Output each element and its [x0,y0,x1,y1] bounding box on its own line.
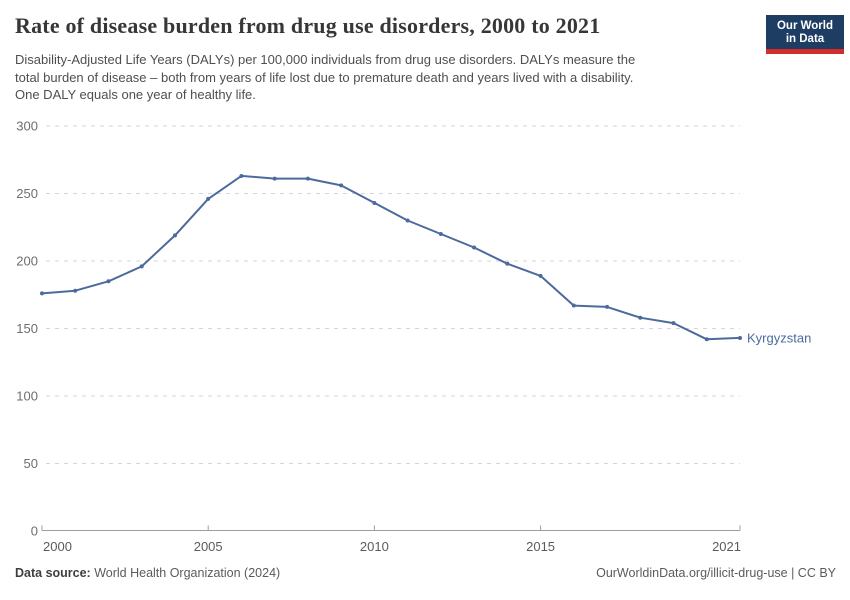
data-point [172,233,177,238]
y-tick-label: 300 [16,119,38,134]
data-point [605,304,610,309]
license-link[interactable]: OurWorldinData.org/illicit-drug-use | CC… [596,566,836,580]
data-point [73,288,78,293]
data-point [339,183,344,188]
subtitle-line: One DALY equals one year of healthy life… [15,87,256,102]
data-point [638,315,643,320]
data-source-label: Data source: [15,566,91,580]
series-line-kyrgyzstan [41,174,741,341]
x-tick-label: 2005 [194,539,223,554]
x-tick-label: 2010 [360,539,389,554]
x-tick-label: 2000 [43,539,72,554]
data-point [538,273,543,278]
y-tick-label: 150 [16,321,38,336]
data-point [505,261,510,266]
subtitle-line: Disability-Adjusted Life Years (DALYs) p… [15,52,636,67]
data-point [372,200,377,205]
data-source-value: World Health Organization (2024) [90,566,281,580]
data-point [472,245,477,250]
data-point [704,337,709,342]
x-tick-label: 2015 [526,539,555,554]
data-point [671,321,676,326]
x-tick-label: 2021 [712,539,741,554]
page-title: Rate of disease burden from drug use dis… [15,13,601,38]
chart-subtitle: Disability-Adjusted Life Years (DALYs) p… [15,51,635,104]
series-label-kyrgyzstan[interactable]: Kyrgyzstan [747,330,811,345]
data-point [40,291,44,296]
data-point [272,176,277,181]
y-tick-label: 100 [16,389,38,404]
data-point [738,335,742,340]
y-tick-label: 0 [31,524,38,539]
y-tick-label: 250 [16,186,38,201]
y-tick-label: 50 [24,456,38,471]
data-point [438,232,443,236]
data-point [405,218,410,223]
data-point [106,279,111,284]
data-point [139,264,144,269]
data-point [239,173,244,178]
owid-logo-line2: in Data [785,33,825,45]
data-point [305,176,310,181]
data-source: Data source: World Health Organization (… [15,566,280,580]
data-point [571,303,576,308]
data-point [206,196,211,201]
y-tick-label: 200 [16,254,38,269]
owid-logo-line1: Our World [776,20,833,32]
subtitle-line: total burden of disease – both from year… [15,69,634,85]
owid-logo[interactable]: Our World in Data [766,15,844,54]
